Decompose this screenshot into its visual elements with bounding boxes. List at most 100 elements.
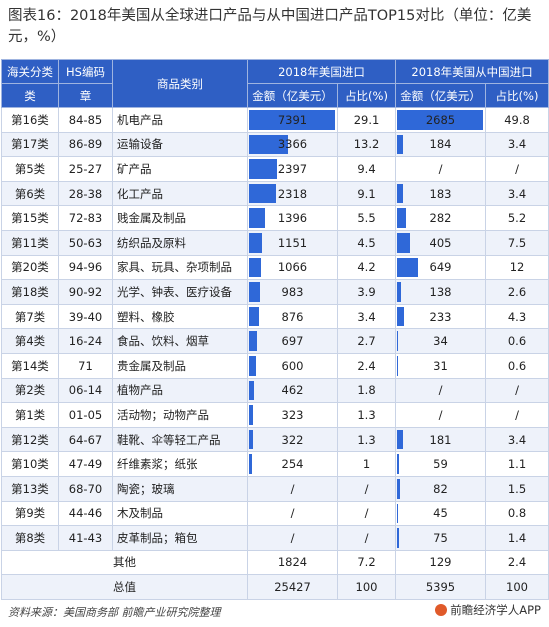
cell-cn-amount-value: / <box>438 161 443 176</box>
cell-us-amount-value: 254 <box>281 457 304 472</box>
cell-cn-amount-value: 233 <box>429 309 452 324</box>
cell-us-share: 9.4 <box>337 156 396 182</box>
header-hs-top: HS编码 <box>58 59 113 84</box>
cell-us-share: 29.1 <box>337 107 396 133</box>
cell-cn-amount: 129 <box>395 549 486 576</box>
cell-us-share: 1.3 <box>337 426 396 453</box>
cell-cn-amount-bar <box>397 134 403 155</box>
cell-cn-amount-bar <box>397 355 398 376</box>
cell-cn-amount: 282 <box>395 205 486 231</box>
cell-hs-code: 94-96 <box>58 254 113 281</box>
cell-product: 矿产品 <box>112 156 248 182</box>
cell-category: 第18类 <box>1 279 59 305</box>
cell-cn-amount-bar <box>397 429 403 450</box>
cell-product: 鞋靴、伞等轻工产品 <box>112 426 248 453</box>
cell-cn-amount: 233 <box>395 303 486 330</box>
cell-us-amount: 323 <box>247 402 338 428</box>
cell-cn-amount-value: 34 <box>433 334 448 349</box>
cell-cn-amount-value: 282 <box>429 211 452 226</box>
cell-cn-share: 12 <box>484 254 549 281</box>
cell-hs-code: 47-49 <box>58 451 113 477</box>
cell-hs-code: 86-89 <box>58 131 113 158</box>
cell-cn-amount-value: 183 <box>429 186 452 201</box>
cell-cn-amount: 59 <box>395 451 486 477</box>
cell-cn-amount-bar <box>397 503 399 524</box>
cell-cn-amount-bar <box>397 454 399 474</box>
cell-us-share: 4.2 <box>337 254 396 281</box>
cell-category: 第1类 <box>1 402 59 428</box>
cell-cn-amount-value: 138 <box>429 284 452 299</box>
cell-hs-code: 39-40 <box>58 303 113 330</box>
source-note: 资料来源：美国商务部 前瞻产业研究院整理 <box>8 606 221 619</box>
cell-us-share: / <box>337 525 396 551</box>
cell-us-amount: 1396 <box>247 205 338 231</box>
cell-us-share: / <box>337 475 396 502</box>
cell-cn-amount: 82 <box>395 475 486 502</box>
table-row: 第15类 72-83 贱金属及制品 1396 5.5 282 5.2 <box>1 205 549 231</box>
table-body: 第16类 84-85 机电产品 7391 29.1 2685 49.8 第17类 86-89 运输… <box>1 107 549 600</box>
cell-category: 第14类 <box>1 352 59 379</box>
cell-us-amount: / <box>247 525 338 551</box>
table-row: 第10类 47-49 纤维素浆；纸张 254 1 59 1.1 <box>1 451 549 477</box>
cell-hs-code: 68-70 <box>58 475 113 502</box>
cell-cn-amount-bar <box>397 257 418 278</box>
cell-summary-label: 总值 <box>1 574 248 600</box>
cell-cn-amount: / <box>395 377 486 404</box>
qianzhan-logo-icon <box>435 604 448 616</box>
cell-us-amount-bar <box>249 232 263 253</box>
cell-us-amount: / <box>247 500 338 527</box>
cell-cn-amount-bar <box>397 478 400 499</box>
cell-us-amount-bar <box>249 355 256 376</box>
cell-cn-share: / <box>484 402 549 428</box>
header-cn-share: 占比(%) <box>484 83 549 108</box>
table-row: 第1类 01-05 活动物；动物产品 323 1.3 / / <box>1 402 549 428</box>
cell-category: 第12类 <box>1 426 59 453</box>
cell-product: 贱金属及制品 <box>112 205 248 231</box>
cell-cn-amount-value: / <box>438 407 443 422</box>
cell-cn-amount: 181 <box>395 426 486 453</box>
summary-row: 其他 1824 7.2 129 2.4 <box>1 549 549 576</box>
cell-category: 第4类 <box>1 328 59 354</box>
cell-cn-amount: 34 <box>395 328 486 354</box>
cell-us-share: 1.3 <box>337 402 396 428</box>
cell-cn-amount-bar <box>397 208 407 228</box>
header-us-amount: 金额（亿美元） <box>247 83 338 108</box>
cell-us-share: 5.5 <box>337 205 396 231</box>
cell-us-share: 3.9 <box>337 279 396 305</box>
cell-us-share: 2.7 <box>337 328 396 354</box>
cell-cn-amount: 75 <box>395 525 486 551</box>
cell-category: 第2类 <box>1 377 59 404</box>
cell-cn-share: 5.2 <box>484 205 549 231</box>
cell-cn-amount-value: 59 <box>433 457 448 472</box>
cell-category: 第15类 <box>1 205 59 231</box>
table-row: 第5类 25-27 矿产品 2397 9.4 / / <box>1 156 549 182</box>
cell-us-amount-value: / <box>290 506 295 521</box>
cell-category: 第9类 <box>1 500 59 527</box>
cell-category: 第10类 <box>1 451 59 477</box>
cell-us-share: 13.2 <box>337 131 396 158</box>
table-row: 第4类 16-24 食品、饮料、烟草 697 2.7 34 0.6 <box>1 328 549 354</box>
cell-us-amount-value: 983 <box>281 284 304 299</box>
cell-us-amount: 1066 <box>247 254 338 281</box>
cell-cn-amount-bar <box>397 110 483 130</box>
cell-us-amount-value: 462 <box>281 383 304 398</box>
cell-us-share: 7.2 <box>337 549 396 576</box>
cell-cn-amount: 649 <box>395 254 486 281</box>
cell-us-amount-value: 2318 <box>277 186 308 201</box>
brand-text: 前瞻经济学人APP <box>450 603 541 617</box>
cell-product: 纺织品及原料 <box>112 229 248 256</box>
cell-us-amount-value: 1151 <box>277 235 308 250</box>
cell-cn-amount-value: 2685 <box>425 112 456 127</box>
cell-us-amount-bar <box>249 282 261 302</box>
cell-cn-amount-value: / <box>438 383 443 398</box>
cell-us-amount-value: 600 <box>281 358 304 373</box>
cell-cn-amount-value: 405 <box>429 235 452 250</box>
brand-label: 前瞻经济学人APP <box>435 602 541 618</box>
cell-product: 活动物；动物产品 <box>112 402 248 428</box>
cell-cn-share: 0.6 <box>484 328 549 354</box>
cell-cn-amount-bar <box>397 306 405 327</box>
cell-hs-code: 25-27 <box>58 156 113 182</box>
cell-category: 第6类 <box>1 180 59 207</box>
cell-us-amount: 3366 <box>247 131 338 158</box>
cell-cn-amount-bar <box>397 183 403 204</box>
